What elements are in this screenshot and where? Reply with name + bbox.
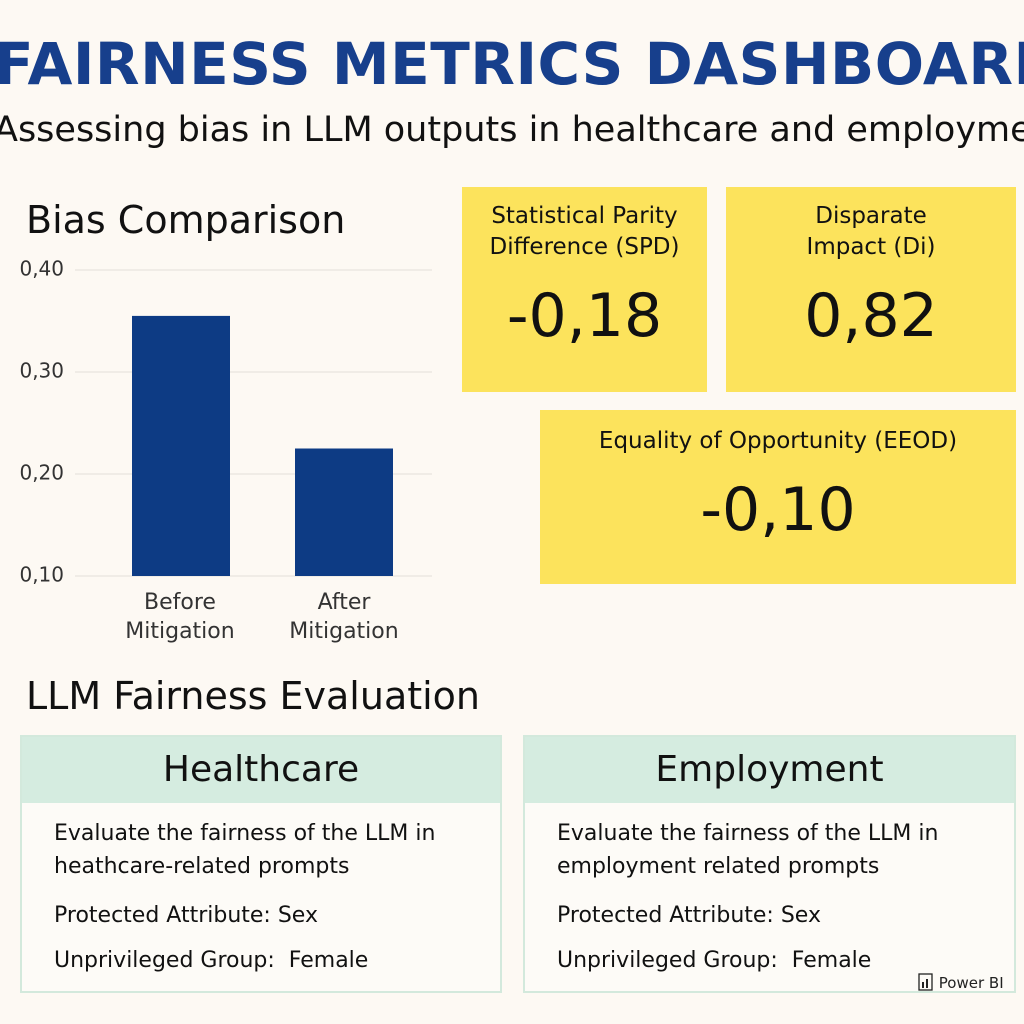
bar bbox=[132, 315, 230, 576]
x-tick-label: After Mitigation bbox=[289, 590, 399, 644]
kpi-label: Statistical Parity Difference (SPD) bbox=[489, 203, 680, 260]
card-group: Unprivileged Group: Female bbox=[54, 948, 369, 973]
dashboard-title: FAIRNESS METRICS DASHBOARD bbox=[0, 30, 1024, 98]
section-title: LLM Fairness Evaluation bbox=[26, 674, 481, 718]
kpi-card: Statistical Parity Difference (SPD) -0,1… bbox=[462, 187, 707, 392]
kpi-value: 0,82 bbox=[804, 281, 938, 351]
card-description: Evaluate the fairness of the LLM in empl… bbox=[557, 821, 939, 879]
y-tick-label: 0,30 bbox=[19, 359, 64, 383]
card-title: Healthcare bbox=[22, 737, 500, 803]
card-attribute: Protected Attribute: Sex bbox=[54, 903, 318, 928]
kpi-value: -0,10 bbox=[700, 475, 856, 545]
card-title: Employment bbox=[525, 737, 1014, 803]
kpi-label: Disparate Impact (Di) bbox=[806, 203, 936, 260]
card-group: Unprivileged Group: Female bbox=[557, 948, 872, 973]
bar-chart: 0,10 0,20 0,30 0,40 bbox=[19, 257, 432, 587]
kpi-card: Equality of Opportunity (EEOD) -0,10 bbox=[540, 410, 1016, 584]
x-tick-label: Before Mitigation bbox=[125, 590, 235, 644]
y-tick-label: 0,10 bbox=[19, 563, 64, 587]
brand-icon bbox=[918, 973, 933, 991]
kpi-card: Disparate Impact (Di) 0,82 bbox=[726, 187, 1016, 392]
brand-name: Power BI bbox=[938, 974, 1004, 992]
kpi-label: Equality of Opportunity (EEOD) bbox=[598, 428, 958, 454]
dashboard-subtitle: Assessing bias in LLM outputs in healthc… bbox=[0, 110, 1024, 150]
evaluation-card: Healthcare Evaluate the fairness of the … bbox=[20, 735, 502, 993]
y-tick-label: 0,20 bbox=[19, 461, 64, 485]
evaluation-card: Employment Evaluate the fairness of the … bbox=[523, 735, 1016, 993]
y-tick-label: 0,40 bbox=[19, 257, 64, 281]
brand-footer: Power BI bbox=[918, 973, 1004, 992]
card-description: Evaluate the fairness of the LLM in heat… bbox=[54, 821, 436, 879]
card-attribute: Protected Attribute: Sex bbox=[557, 903, 821, 928]
chart-title: Bias Comparison bbox=[26, 198, 346, 242]
bar bbox=[295, 448, 393, 576]
kpi-value: -0,18 bbox=[506, 281, 663, 351]
